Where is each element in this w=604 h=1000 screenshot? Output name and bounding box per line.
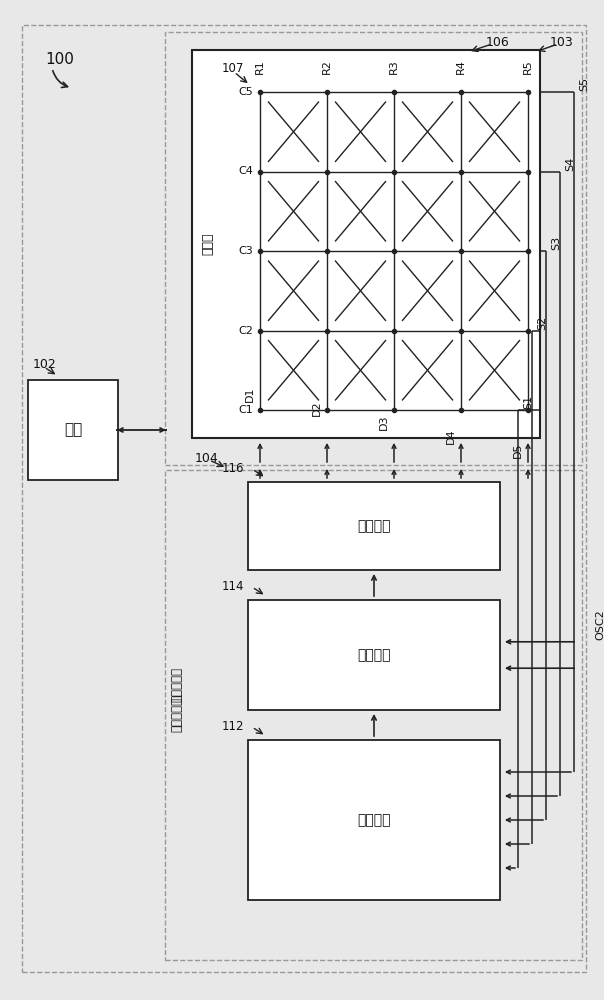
Bar: [28, 380, 118, 480]
Text: R2: R2: [322, 59, 332, 74]
Text: 传感电路: 传感电路: [357, 813, 391, 827]
Bar: [192, 50, 540, 438]
Text: D4: D4: [446, 428, 456, 444]
Text: 107: 107: [222, 62, 245, 75]
Text: 106: 106: [486, 35, 510, 48]
Text: C2: C2: [239, 326, 254, 336]
Text: 114: 114: [222, 580, 244, 592]
Text: OSC2: OSC2: [595, 609, 604, 640]
Text: D1: D1: [245, 386, 255, 402]
Text: S5: S5: [579, 77, 589, 91]
Text: C5: C5: [239, 87, 253, 97]
Text: S4: S4: [565, 156, 575, 171]
Text: 触摸屏: 触摸屏: [202, 233, 214, 255]
Text: D5: D5: [513, 442, 523, 458]
Text: 104: 104: [195, 452, 219, 464]
Text: 112: 112: [222, 720, 244, 732]
Text: 主机: 主机: [64, 422, 82, 438]
Text: S3: S3: [551, 236, 561, 250]
Text: 驱动电路: 驱动电路: [357, 519, 391, 533]
Text: 100: 100: [45, 52, 74, 68]
Text: D3: D3: [379, 414, 389, 430]
Bar: [248, 740, 500, 900]
Text: 控制电路: 控制电路: [357, 648, 391, 662]
Text: R5: R5: [523, 59, 533, 74]
Bar: [248, 600, 500, 710]
Text: R3: R3: [389, 59, 399, 74]
Text: 102: 102: [33, 359, 57, 371]
Bar: [165, 32, 582, 465]
Text: 103: 103: [550, 35, 574, 48]
Text: 116: 116: [222, 462, 244, 475]
Text: S2: S2: [537, 315, 547, 330]
Bar: [248, 482, 500, 570]
Bar: [165, 470, 582, 960]
Text: C4: C4: [239, 166, 254, 176]
Text: C3: C3: [239, 246, 253, 256]
Text: C1: C1: [239, 405, 253, 415]
Text: D2: D2: [312, 400, 322, 416]
Text: S1: S1: [523, 395, 533, 409]
Text: R4: R4: [456, 59, 466, 74]
Text: 触摸控制器: 触摸控制器: [170, 668, 184, 702]
Text: R1: R1: [255, 59, 265, 74]
Text: 触摸控制器: 触摸控制器: [170, 698, 184, 732]
